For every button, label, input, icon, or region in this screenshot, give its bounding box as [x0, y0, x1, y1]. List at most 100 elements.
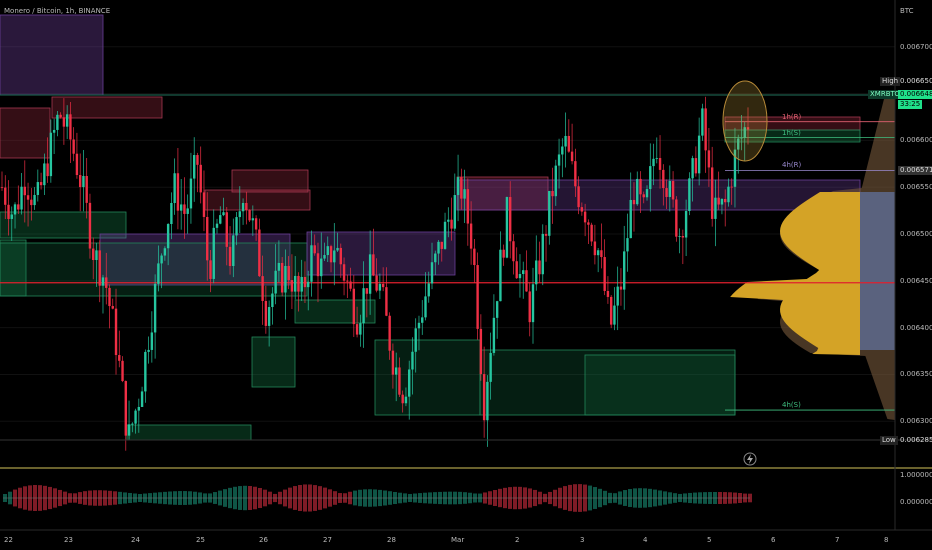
zone-box [584, 354, 736, 416]
candle-body [564, 135, 567, 147]
candle-body [176, 173, 180, 211]
candle-body [212, 227, 215, 279]
volume-profile [730, 95, 895, 420]
candle-body [456, 177, 460, 196]
candle-body [740, 137, 743, 139]
candle-body [264, 300, 268, 326]
pivot-level-label: 4h(R) [782, 161, 802, 170]
candle-body [225, 212, 228, 247]
candle-body [587, 222, 590, 225]
candle-body [147, 349, 150, 352]
candle-body [173, 173, 176, 203]
candle-body [98, 250, 101, 286]
candle-body [375, 275, 378, 291]
candle-body [512, 241, 515, 262]
candle-body [248, 210, 251, 221]
candle-body [388, 315, 391, 351]
candle-body [352, 288, 356, 325]
candle-body [88, 202, 92, 249]
candle-body [36, 182, 40, 195]
candle-body [127, 424, 131, 436]
candle-body [95, 250, 98, 260]
lightning-icon[interactable] [743, 452, 757, 466]
candle-body [730, 186, 733, 188]
low-value: 0.006285 [900, 436, 932, 444]
candle-body [636, 178, 639, 205]
time-tick-label: 26 [259, 536, 268, 544]
time-tick-label: 25 [196, 536, 205, 544]
candle-body [300, 276, 303, 292]
candle-body [245, 202, 248, 211]
candle-body [626, 238, 629, 252]
candle-body [232, 235, 235, 267]
candle-body [505, 197, 509, 258]
candle-body [111, 306, 114, 309]
candle-body [69, 114, 72, 140]
candle-body [0, 187, 4, 189]
candle-body [193, 155, 196, 179]
candle-body [183, 204, 186, 214]
candle-body [329, 246, 333, 263]
candle-body [134, 410, 137, 424]
profile-value-area [730, 192, 860, 355]
time-tick-label: 27 [323, 536, 332, 544]
zone-box [251, 336, 296, 388]
candle-body [101, 277, 105, 286]
time-tick-label: 8 [884, 536, 889, 544]
candle-body [316, 253, 320, 277]
candle-body [186, 208, 189, 214]
candle-body [447, 219, 450, 222]
candle-body [671, 180, 675, 200]
candle-body [33, 194, 36, 206]
candle-body [222, 212, 225, 216]
candle-body [508, 197, 512, 242]
candle-body [665, 188, 668, 197]
candle-body [427, 283, 430, 297]
candle-body [541, 233, 544, 275]
candle-body [114, 308, 118, 356]
candle-body [10, 214, 13, 219]
osc-top-label: 1.000000 [900, 471, 932, 479]
candle-body [49, 132, 53, 177]
candle-body [349, 281, 352, 289]
candle-body [557, 154, 561, 166]
grid-lines [0, 46, 895, 422]
candle-body [75, 153, 79, 176]
time-tick-label: Mar [451, 536, 465, 544]
candle-body [479, 328, 483, 375]
candle-body [163, 248, 167, 256]
candle-body [714, 197, 717, 219]
time-tick-label: 2 [515, 536, 520, 544]
candle-body [13, 204, 17, 215]
candle-body [417, 322, 421, 329]
candle-body [440, 241, 443, 249]
candle-body [652, 158, 655, 167]
candle-body [82, 175, 85, 188]
candle-body [202, 192, 206, 217]
time-tick-label: 23 [64, 536, 73, 544]
price-tick-label: 0.006550 [900, 183, 932, 192]
candle-body [551, 190, 554, 197]
candle-body [678, 236, 681, 237]
candle-body [293, 275, 297, 292]
zone-box [0, 14, 104, 96]
candle-body [482, 374, 486, 421]
candle-body [723, 198, 727, 203]
candle-body [290, 280, 294, 292]
candle-body [72, 139, 75, 154]
candle-body [43, 163, 46, 186]
candle-body [17, 204, 20, 210]
candle-body [476, 265, 479, 329]
candle-body [535, 260, 538, 285]
candle-body [336, 247, 339, 251]
candle-body [649, 166, 652, 190]
zone-box [0, 211, 127, 239]
candle-body [567, 135, 571, 152]
candle-body [235, 217, 238, 236]
candle-body [609, 296, 613, 325]
candle-body [561, 146, 564, 155]
candle-body [342, 264, 346, 281]
candle-body [378, 283, 382, 291]
candle-body [355, 324, 359, 335]
